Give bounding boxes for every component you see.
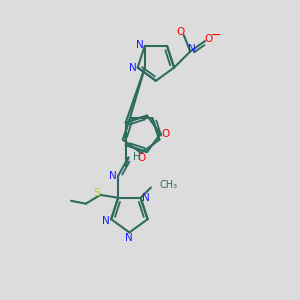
Text: O: O [137,153,145,163]
Text: O: O [204,34,213,44]
Text: CH₃: CH₃ [159,180,177,190]
Text: H: H [133,152,141,163]
Text: S: S [93,188,100,198]
Text: N: N [188,44,196,54]
Text: N: N [128,63,136,73]
Text: −: − [211,29,221,42]
Text: N: N [125,233,133,243]
Text: N: N [142,193,150,203]
Text: O: O [161,129,170,139]
Text: N: N [102,216,110,226]
Text: N: N [109,171,117,181]
Text: N: N [136,40,144,50]
Text: O: O [177,27,185,37]
